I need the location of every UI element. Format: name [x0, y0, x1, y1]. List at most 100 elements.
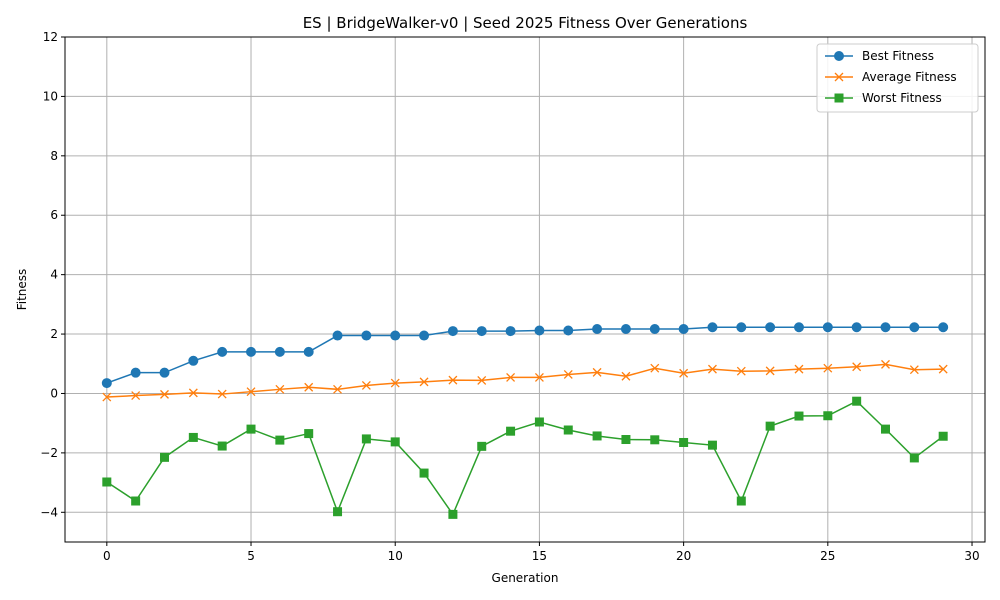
data-point [765, 421, 775, 431]
data-point [361, 380, 371, 390]
data-point [188, 388, 198, 398]
data-point [736, 322, 747, 333]
data-point [909, 365, 919, 375]
data-point [679, 368, 689, 378]
legend-marker [834, 93, 844, 103]
data-point [447, 326, 458, 337]
data-point [592, 324, 603, 335]
data-point [275, 435, 285, 445]
y-tick-label: 10 [43, 89, 58, 103]
data-point [620, 324, 631, 335]
data-point [217, 346, 228, 357]
legend: Best Fitness Average Fitness Worst Fitness [816, 43, 979, 113]
y-axis-label: Fitness [15, 269, 29, 311]
data-point [361, 434, 371, 444]
data-point [333, 384, 342, 394]
data-point [246, 346, 257, 357]
data-point [304, 429, 314, 439]
legend-item: Average Fitness [825, 70, 957, 84]
data-point [131, 496, 141, 506]
legend-label: Worst Fitness [862, 91, 942, 105]
data-point [592, 431, 602, 441]
data-point [707, 322, 718, 333]
data-point [477, 441, 487, 451]
data-point [881, 359, 890, 369]
data-point [534, 417, 544, 427]
data-point [130, 367, 141, 378]
y-tick-label: 8 [50, 149, 58, 163]
data-point [794, 411, 804, 421]
data-point [851, 322, 862, 333]
data-point [101, 378, 112, 389]
data-point [505, 326, 516, 337]
ticks: 0 5 10 15 20 25 30 −4 −2 0 2 4 6 8 10 12 [40, 30, 979, 563]
data-point [419, 468, 429, 478]
data-point [534, 325, 545, 336]
y-tick-label: −4 [40, 505, 58, 519]
data-point [332, 330, 343, 341]
legend-label: Average Fitness [862, 70, 957, 84]
data-point [361, 330, 372, 341]
x-tick-label: 15 [532, 549, 547, 563]
data-point [707, 440, 717, 450]
data-point [390, 378, 400, 388]
x-tick-label: 10 [388, 549, 403, 563]
data-point [188, 432, 198, 442]
chart-title: ES | BridgeWalker-v0 | Seed 2025 Fitness… [303, 14, 748, 32]
data-point [938, 364, 948, 374]
data-point [650, 435, 660, 445]
data-point [678, 324, 689, 335]
y-tick-label: −2 [40, 446, 58, 460]
data-point [563, 425, 573, 435]
data-point [765, 322, 776, 333]
legend-marker [834, 72, 844, 82]
data-point [390, 437, 400, 447]
data-point [448, 375, 458, 385]
data-point [217, 441, 227, 451]
legend-box [816, 43, 979, 113]
data-point [419, 330, 430, 341]
data-point [246, 387, 256, 397]
x-tick-label: 25 [820, 549, 835, 563]
data-point [131, 391, 141, 401]
legend-label: Best Fitness [862, 49, 934, 63]
data-point [852, 396, 862, 406]
y-tick-label: 12 [43, 30, 58, 44]
data-point [419, 377, 429, 387]
data-point [477, 375, 487, 385]
plot-frame [64, 36, 986, 543]
data-point [909, 322, 920, 333]
data-point [333, 507, 343, 517]
series-line [106, 363, 944, 398]
x-tick-label: 0 [103, 549, 111, 563]
data-point [822, 322, 833, 333]
series-layer [101, 322, 949, 519]
data-point [621, 435, 631, 445]
data-point [708, 364, 717, 374]
grid [65, 36, 985, 542]
data-point [217, 389, 227, 399]
data-point [793, 322, 804, 333]
x-tick-label: 5 [247, 549, 255, 563]
y-tick-label: 2 [50, 327, 58, 341]
data-point [274, 346, 285, 357]
series-average-fitness [102, 359, 948, 402]
data-point [476, 326, 487, 337]
data-point [592, 367, 602, 377]
data-point [159, 452, 169, 462]
data-point [765, 366, 775, 376]
data-point [304, 382, 314, 392]
data-point [246, 424, 256, 434]
data-point [506, 372, 516, 382]
y-tick-label: 0 [50, 386, 58, 400]
data-point [852, 362, 862, 372]
series-line [106, 326, 944, 384]
series-best-fitness [101, 322, 949, 389]
legend-item: Worst Fitness [825, 91, 942, 105]
data-point [938, 431, 948, 441]
data-point [506, 426, 516, 436]
data-point [880, 322, 891, 333]
legend-item: Best Fitness [825, 49, 934, 63]
data-point [563, 369, 573, 379]
